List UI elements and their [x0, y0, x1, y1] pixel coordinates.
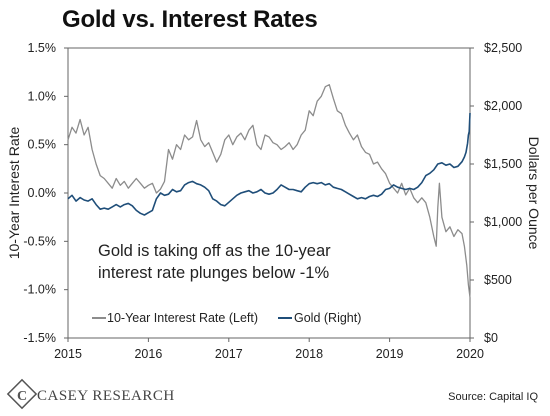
right-tick-label: $0	[484, 331, 498, 345]
series-line-gold	[67, 112, 471, 216]
x-axis-ticks: 2015 2016 2017 2018 2019 2020	[54, 338, 484, 361]
left-tick-label: -1.0%	[23, 283, 56, 297]
legend: 10-Year Interest Rate (Left) Gold (Right…	[92, 311, 361, 325]
casey-research-logo: C CASEY RESEARCH	[6, 378, 175, 410]
right-tick-label: $1,000	[484, 215, 522, 229]
annotation-line: Gold is taking off as the 10-year	[98, 242, 331, 260]
x-tick-label: 2019	[376, 347, 404, 361]
left-tick-label: 0.5%	[28, 138, 57, 152]
right-tick-label: $2,000	[484, 99, 522, 113]
left-tick-label: 1.0%	[28, 89, 57, 103]
right-axis-ticks: $2,500 $2,000 $1,500 $1,000 $500 $0	[470, 41, 522, 345]
x-tick-label: 2015	[54, 347, 82, 361]
legend-label-gold: Gold (Right)	[294, 311, 361, 325]
right-tick-label: $1,500	[484, 157, 522, 171]
x-tick-label: 2017	[215, 347, 243, 361]
legend-label-rate: 10-Year Interest Rate (Left)	[107, 311, 258, 325]
annotation-text: Gold is taking off as the 10-year interes…	[98, 242, 331, 282]
left-tick-label: 1.5%	[28, 41, 57, 55]
source-note: Source: Capital IQ	[448, 391, 538, 403]
left-axis-ticks: 1.5% 1.0% 0.5% 0.0% -0.5% -1.0% -1.5%	[23, 41, 68, 345]
logo-text: CASEY RESEARCH	[37, 388, 175, 404]
chart-title: Gold vs. Interest Rates	[62, 6, 318, 33]
left-tick-label: -0.5%	[23, 234, 56, 248]
svg-text:C: C	[17, 389, 27, 404]
left-tick-label: -1.5%	[23, 331, 56, 345]
plot-frame	[67, 47, 471, 339]
x-tick-label: 2016	[134, 347, 162, 361]
x-tick-label: 2020	[456, 347, 484, 361]
left-axis-title: 10-Year Interest Rate	[6, 127, 22, 260]
series-group	[67, 84, 471, 298]
right-axis-title: Dollars per Ounce	[526, 137, 542, 250]
right-tick-label: $500	[484, 273, 512, 287]
series-line-interest-rate	[67, 84, 471, 298]
right-tick-label: $2,500	[484, 41, 522, 55]
annotation-line: interest rate plunges below -1%	[98, 264, 329, 282]
left-tick-label: 0.0%	[28, 186, 57, 200]
x-tick-label: 2018	[295, 347, 323, 361]
